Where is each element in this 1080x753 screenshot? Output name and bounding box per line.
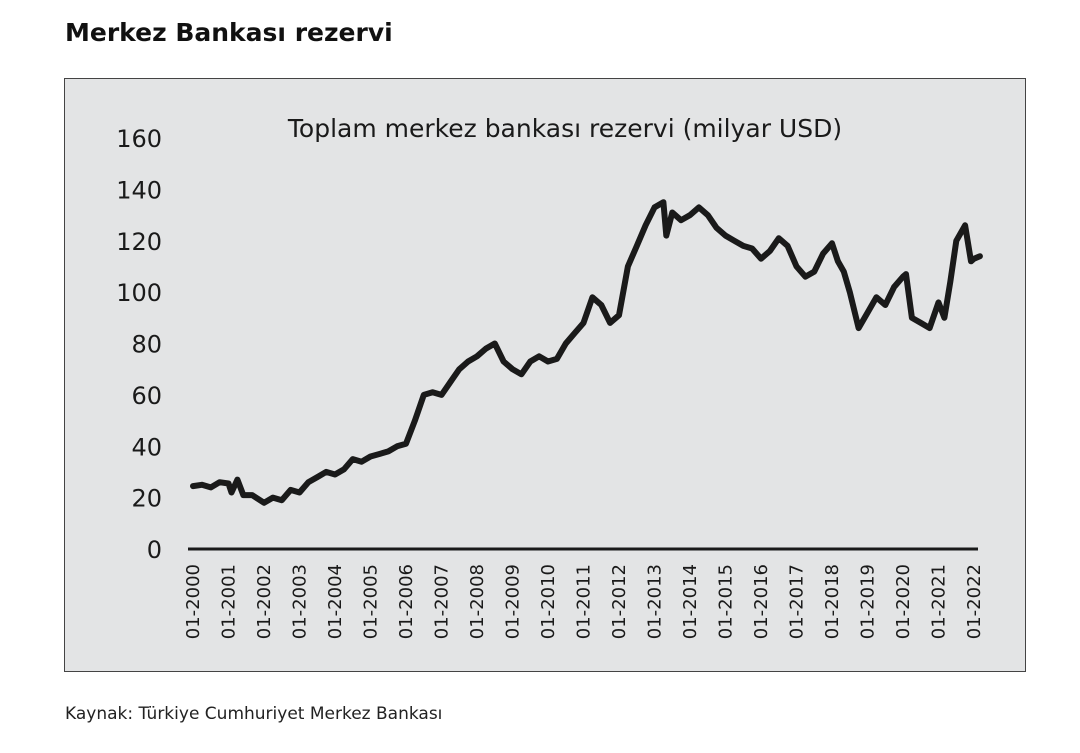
x-tick-label: 01-2001 xyxy=(219,564,240,639)
x-tick-label: 01-2012 xyxy=(609,564,630,639)
x-tick-label: 01-2000 xyxy=(183,564,204,639)
x-tick-label: 01-2008 xyxy=(467,564,488,639)
x-tick-label: 01-2021 xyxy=(929,564,950,639)
y-tick-label: 160 xyxy=(116,125,162,153)
x-axis-ticks: 01-2000 01-2001 01-2002 01-2003 01-2004 01-20… xyxy=(183,564,985,639)
x-tick-label: 01-2020 xyxy=(893,564,914,639)
y-tick-label: 100 xyxy=(116,279,162,307)
chart-title: Toplam merkez bankası rezervi (milyar US… xyxy=(287,114,842,143)
x-tick-label: 01-2003 xyxy=(290,564,311,639)
x-tick-label: 01-2018 xyxy=(822,564,843,639)
x-tick-label: 01-2015 xyxy=(716,564,737,639)
x-tick-label: 01-2017 xyxy=(787,564,808,639)
x-tick-label: 01-2006 xyxy=(396,564,417,639)
x-tick-label: 01-2004 xyxy=(325,564,346,639)
y-axis-ticks: 0 20 40 60 80 100 120 140 160 xyxy=(116,125,162,564)
y-tick-label: 120 xyxy=(116,228,162,256)
series-line-reserves xyxy=(190,199,983,506)
y-tick-label: 140 xyxy=(116,176,162,204)
x-tick-label: 01-2005 xyxy=(361,564,382,639)
chart-svg: Toplam merkez bankası rezervi (milyar US… xyxy=(116,114,985,639)
x-tick-label: 01-2009 xyxy=(503,564,524,639)
page-heading: Merkez Bankası rezervi xyxy=(65,18,393,47)
x-tick-label: 01-2011 xyxy=(574,564,595,639)
x-tick-label: 01-2007 xyxy=(432,564,453,639)
x-tick-label: 01-2010 xyxy=(538,564,559,639)
x-tick-label: 01-2022 xyxy=(964,564,985,639)
y-tick-label: 80 xyxy=(131,331,162,359)
y-tick-label: 0 xyxy=(147,536,162,564)
x-tick-label: 01-2013 xyxy=(645,564,666,639)
x-tick-label: 01-2014 xyxy=(680,564,701,639)
y-tick-label: 60 xyxy=(131,382,162,410)
x-tick-label: 01-2016 xyxy=(751,564,772,639)
y-tick-label: 40 xyxy=(131,433,162,461)
source-note: Kaynak: Türkiye Cumhuriyet Merkez Bankas… xyxy=(65,704,443,724)
y-tick-label: 20 xyxy=(131,485,162,513)
x-tick-label: 01-2002 xyxy=(254,564,275,639)
chart-panel: Toplam merkez bankası rezervi (milyar US… xyxy=(64,78,1026,672)
x-tick-label: 01-2019 xyxy=(858,564,879,639)
